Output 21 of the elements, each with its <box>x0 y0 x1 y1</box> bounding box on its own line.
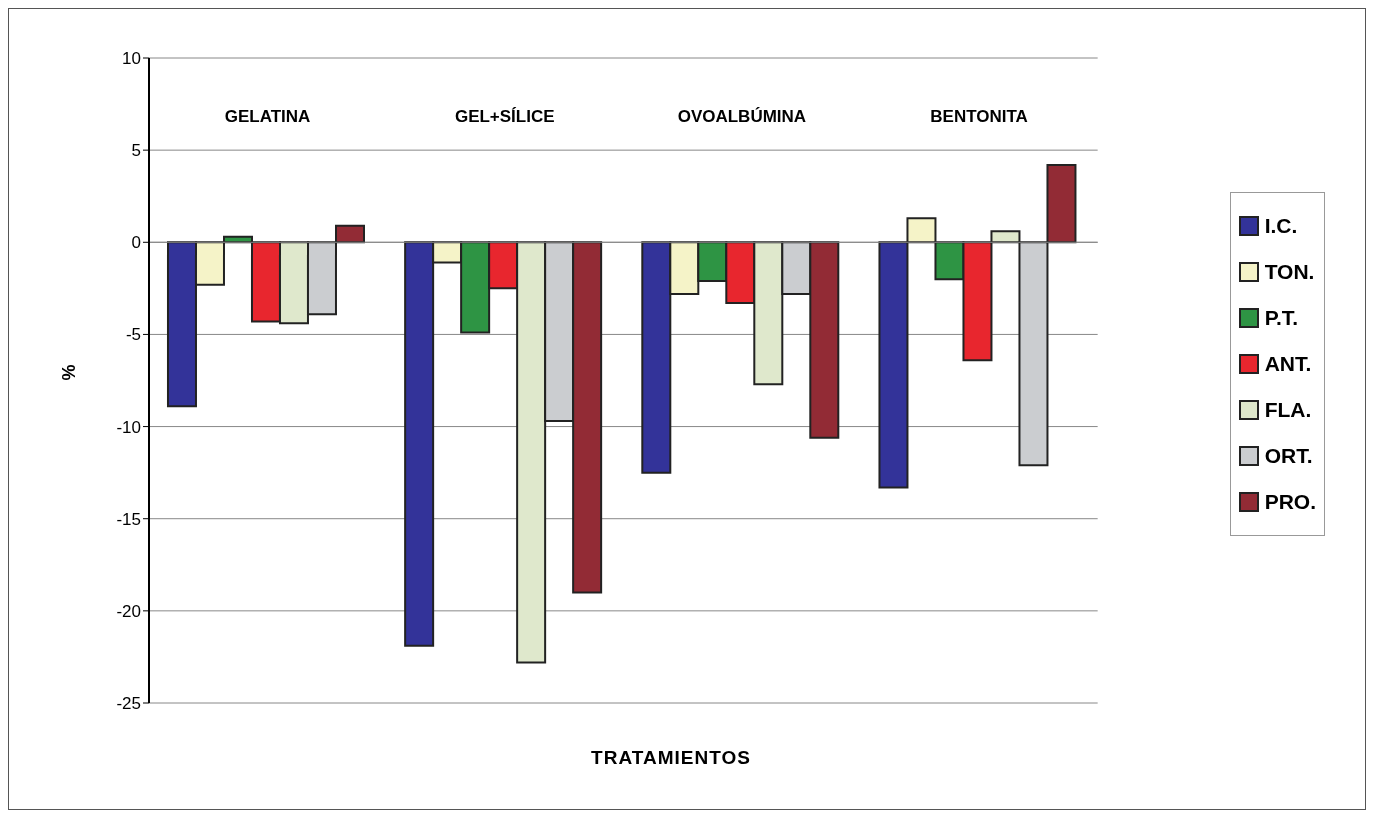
y-tick-label: -15 <box>116 509 141 529</box>
x-tick-label: GEL+SÍLICE <box>454 107 555 126</box>
x-tick-label: GELATINA <box>224 107 311 126</box>
y-axis-title: % <box>59 364 80 381</box>
legend-label: PRO. <box>1264 490 1316 514</box>
legend-label: P.T. <box>1264 306 1299 330</box>
legend-label: FLA. <box>1264 398 1312 422</box>
legend-label: TON. <box>1264 260 1315 284</box>
y-tick-label: 10 <box>122 49 141 69</box>
x-tick-label: BENTONITA <box>930 107 1028 126</box>
legend-label: ORT. <box>1264 444 1313 468</box>
y-tick-label: -10 <box>116 417 141 437</box>
y-tick-label: 5 <box>131 141 141 161</box>
legend-label: ANT. <box>1264 352 1312 376</box>
y-tick-label: -20 <box>116 601 141 621</box>
y-tick-label: 0 <box>131 233 141 253</box>
legend-label: I.C. <box>1264 214 1298 238</box>
x-tick-label: OVOALBÚMINA <box>677 107 807 126</box>
y-tick-label: -25 <box>116 694 141 714</box>
y-tick-label: -5 <box>125 325 141 345</box>
x-axis-title: TRATAMIENTOS <box>590 747 752 769</box>
